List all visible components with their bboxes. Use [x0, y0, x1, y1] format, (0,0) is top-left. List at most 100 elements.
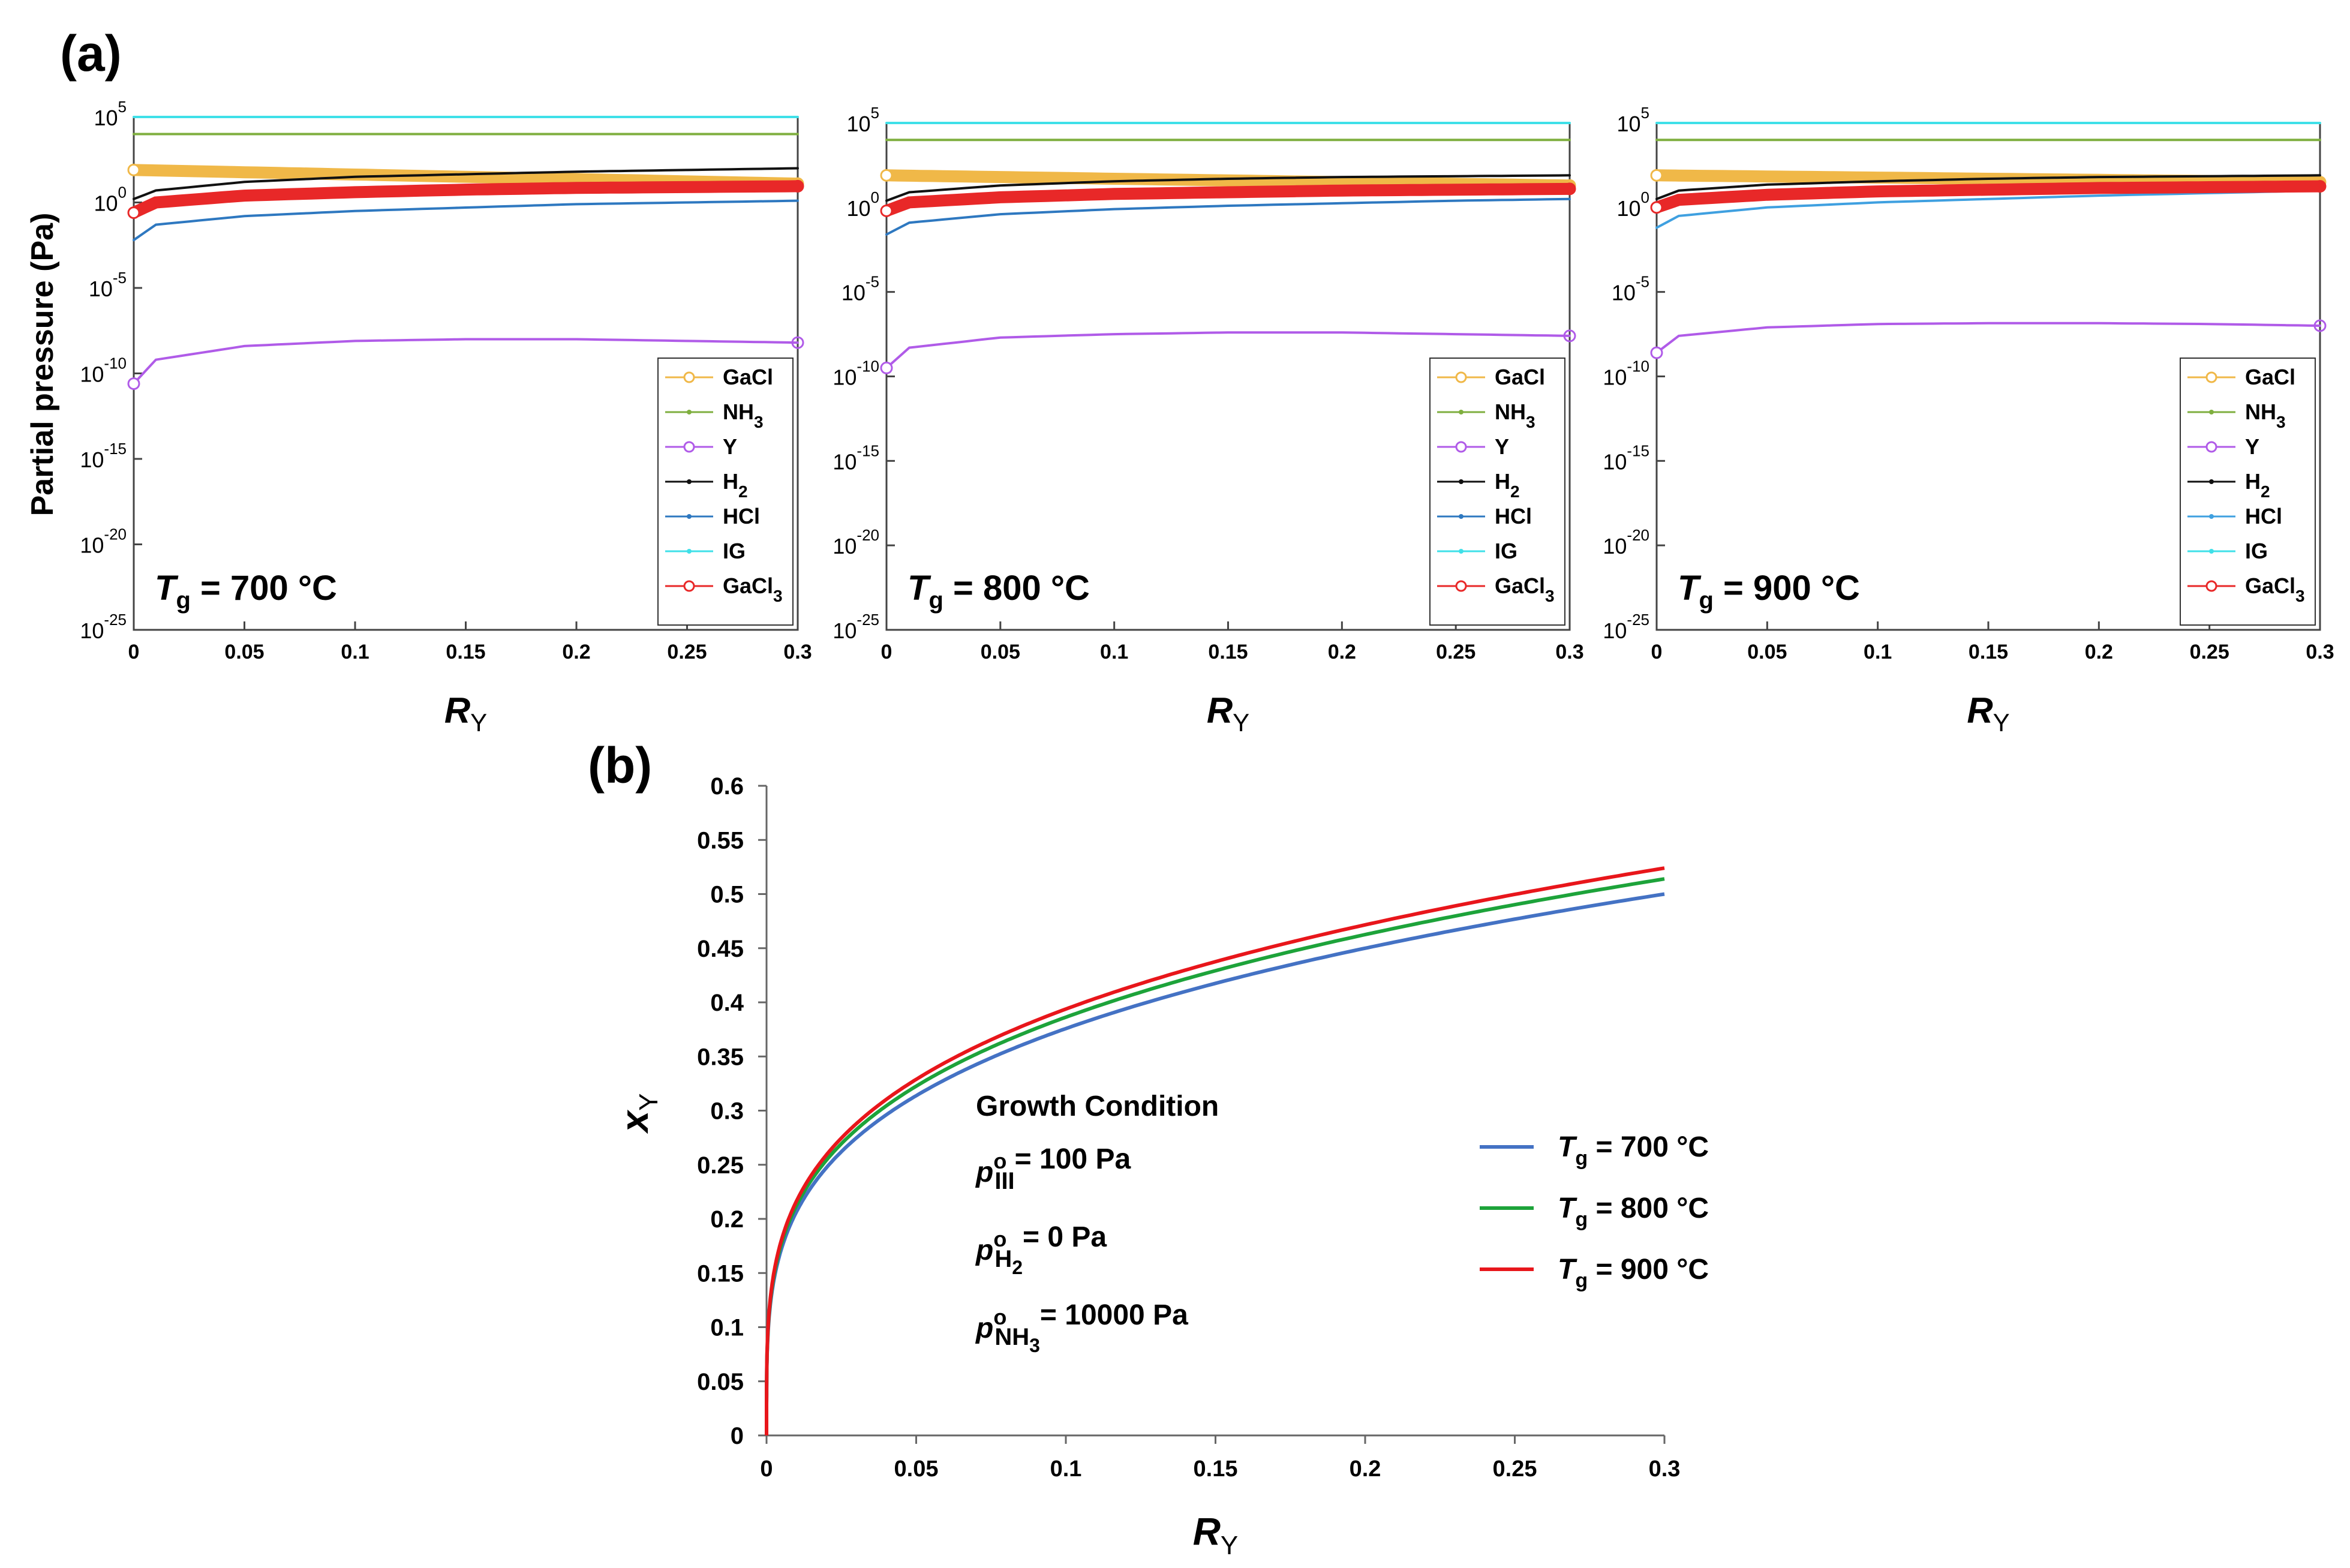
- y-tick-label: 0.25: [697, 1152, 744, 1179]
- legend: GaCl NH3 Y H2 HCl IG GaCl3: [657, 358, 794, 626]
- legend-entry: NH3: [665, 399, 764, 431]
- series-y: [1650, 319, 2327, 359]
- legend-entry: HCl: [2187, 504, 2282, 528]
- legend-entry: HCl: [665, 504, 760, 528]
- legend-entry: H2: [665, 469, 748, 501]
- y-tick-label: 10-20: [1603, 526, 1649, 558]
- series-end-marker: [791, 179, 804, 193]
- legend-entry: H2: [1437, 469, 1520, 501]
- panel-a3-900C: 10-25 10-20 10-15 10-10 10-5 100 105 0 0.05 0.1 0.…: [1603, 104, 2334, 737]
- series-start-marker: [127, 377, 140, 391]
- x-tick-label: 0.3: [783, 641, 812, 663]
- legend-entry: GaCl: [1437, 365, 1545, 389]
- legend-marker: [1455, 441, 1467, 453]
- legend-entry: IG: [2187, 539, 2268, 563]
- panel-a2-800C: 10-25 10-20 10-15 10-10 10-5 100 105 0 0.05 0.1 0.…: [833, 104, 1583, 737]
- x-tick-label: 0.05: [1747, 641, 1787, 663]
- growth-condition-title: Growth Condition: [976, 1091, 1219, 1122]
- legend-label: IG: [2245, 539, 2268, 563]
- y-tick-label: 100: [1616, 188, 1649, 221]
- legend-label: GaCl: [2245, 365, 2295, 389]
- legend-marker: [683, 371, 695, 383]
- series-start-marker: [127, 163, 140, 176]
- y-tick-label: 10-5: [89, 269, 127, 301]
- series-end-marker: [791, 336, 804, 349]
- legend-label: Tg = 900 °C: [1558, 1254, 1709, 1292]
- series-start-marker: [880, 169, 893, 182]
- legend-label: GaCl: [1495, 365, 1545, 389]
- x-tick-label: 0.05: [224, 641, 264, 663]
- y-tick-label: 100: [94, 184, 127, 216]
- x-tick-label: 0.25: [667, 641, 707, 663]
- y-tick-label: 10-25: [1603, 611, 1649, 643]
- series-start-marker: [1650, 169, 1663, 182]
- y-tick-label: 0.15: [697, 1260, 744, 1287]
- legend-marker: [1455, 371, 1467, 383]
- legend-label: GaCl: [723, 365, 773, 389]
- legend-entry: HCl: [1437, 504, 1532, 528]
- x-tick-label: 0.15: [1969, 641, 2008, 663]
- legend-entry: GaCl: [2187, 365, 2295, 389]
- series-line: [881, 182, 1576, 217]
- x-tick-label: 0: [1651, 641, 1663, 663]
- legend-marker: [687, 514, 692, 519]
- y-tick-label: 0.1: [710, 1315, 744, 1341]
- y-tick-label: 105: [94, 98, 127, 130]
- y-tick-label: 0.4: [710, 990, 744, 1016]
- legend-label: H2: [723, 469, 748, 501]
- x-tick-label: 0.25: [1493, 1456, 1537, 1482]
- legend-entry: H2: [2187, 469, 2270, 501]
- y-tick-label: 0.55: [697, 827, 744, 854]
- legend-label: Tg = 700 °C: [1558, 1131, 1709, 1170]
- series-start-marker: [127, 206, 140, 220]
- series-hcl: [885, 197, 1571, 236]
- legend-label: GaCl3: [1495, 573, 1555, 605]
- legend-entry: Y: [2187, 434, 2259, 459]
- x-tick-label: 0.15: [446, 641, 485, 663]
- series-end-marker: [1563, 329, 1576, 343]
- temperature-annotation: Tg = 900 °C: [1678, 569, 1860, 614]
- y-tick-label: 10-15: [80, 440, 127, 472]
- temperature-annotation: Tg = 700 °C: [155, 569, 337, 614]
- legend-marker: [1455, 580, 1467, 592]
- y-tick-label: 0.3: [710, 1098, 744, 1125]
- growth-condition-line: po NH3= 10000 Pa: [975, 1299, 1188, 1356]
- legend-marker: [2209, 479, 2214, 484]
- y-tick-label: 0: [731, 1423, 744, 1449]
- y-tick-label: 0.45: [697, 936, 744, 962]
- series-end-marker: [2313, 319, 2327, 332]
- series-start-marker: [1650, 201, 1663, 214]
- x-tick-label: 0.2: [562, 641, 590, 663]
- x-tick-label: 0.25: [1436, 641, 1475, 663]
- series-line: [885, 197, 1571, 236]
- legend-label: NH3: [1495, 399, 1535, 431]
- series-line: [133, 338, 799, 385]
- x-tick-label: 0.05: [894, 1456, 939, 1482]
- y-tick-label: 10-25: [833, 611, 879, 643]
- x-tick-label: 0.1: [1050, 1456, 1082, 1482]
- legend-entry: GaCl3: [1437, 573, 1555, 605]
- legend-label: Tg = 800 °C: [1558, 1192, 1709, 1231]
- series-gacl3: [1650, 180, 2327, 214]
- legend-marker: [683, 441, 695, 453]
- legend-entry: NH3: [1437, 399, 1535, 431]
- legend-entry: IG: [1437, 539, 1517, 563]
- series-line: [133, 167, 799, 200]
- x-tick-label: 0.15: [1194, 1456, 1238, 1482]
- legend-entry: GaCl3: [2187, 573, 2305, 605]
- y-tick-label: 10-25: [80, 611, 127, 643]
- panel-a1-700C: 10-25 10-20 10-15 10-10 10-5 100 105 0 0.05 0.1 0.…: [25, 98, 812, 737]
- x-tick-label: 0.2: [1350, 1456, 1381, 1482]
- y-tick-label: 105: [1616, 104, 1649, 136]
- legend-marker: [1459, 479, 1464, 484]
- series-hcl: [133, 199, 799, 242]
- legend-label: HCl: [1495, 504, 1532, 528]
- legend-marker: [1459, 549, 1464, 554]
- x-tick-label: 0.1: [341, 641, 369, 663]
- series-line: [885, 331, 1571, 370]
- series-gacl3: [127, 179, 804, 220]
- legend-entry: IG: [665, 539, 746, 563]
- legend-label: HCl: [723, 504, 760, 528]
- legend-label: NH3: [723, 399, 764, 431]
